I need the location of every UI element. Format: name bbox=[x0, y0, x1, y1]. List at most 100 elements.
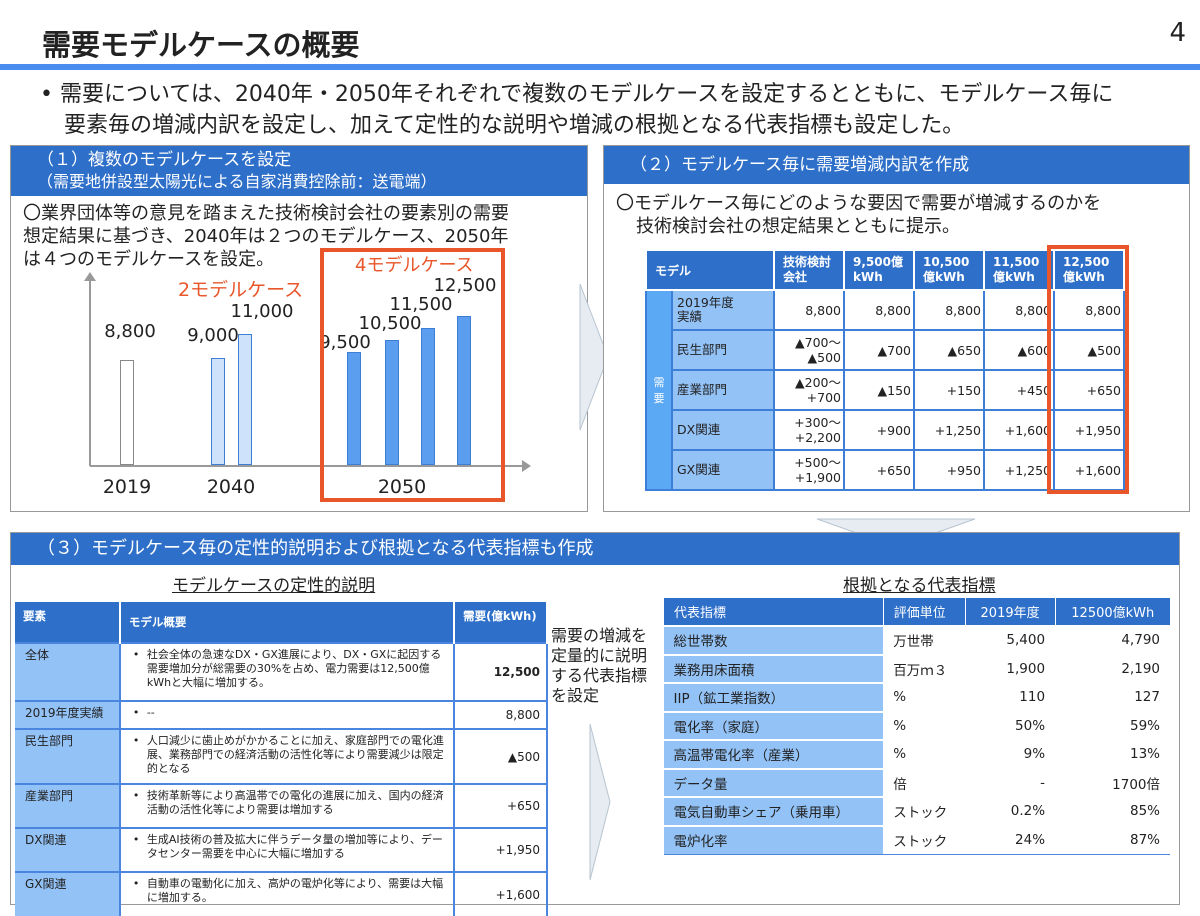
range-value: ▲700～▲500 bbox=[795, 335, 841, 365]
label-4-model-cases: 4モデルケース bbox=[355, 255, 474, 276]
row-label: 産業部門 bbox=[15, 783, 121, 828]
y-axis-arrow bbox=[84, 272, 96, 281]
demand-value: +650 bbox=[454, 783, 548, 828]
middle-text-line: を設定 bbox=[551, 686, 600, 705]
x-axis-arrow bbox=[522, 460, 531, 472]
right-table-title: 根拠となる代表指標 bbox=[843, 576, 996, 596]
bar-2019-8800 bbox=[120, 360, 134, 465]
table-header: 評価単位 bbox=[882, 598, 966, 626]
cell: 8,800 bbox=[1053, 289, 1125, 331]
table-row: DX関連 +300～+2,200 +900 +1,250 +1,600 +1,950 bbox=[646, 409, 1125, 451]
panel2-text-line: 〇モデルケース毎にどのような要因で需要が増減するのかを bbox=[616, 193, 1102, 214]
demand-value: 8,800 bbox=[454, 700, 548, 729]
table-row: 総世帯数 万世帯 5,400 4,790 bbox=[663, 625, 1170, 655]
table-header: 11,500億kWh bbox=[983, 249, 1055, 291]
page-title: 需要モデルケースの概要 bbox=[42, 28, 360, 62]
table-header: 9,500億kWh bbox=[843, 249, 915, 291]
highlight-box-2050 bbox=[320, 248, 505, 502]
bar-2050-11500 bbox=[421, 327, 435, 465]
indicator-name: 電化率（家庭） bbox=[663, 710, 884, 740]
cell: 倍 bbox=[883, 767, 966, 797]
bullet-line-2: 要素毎の増減内訳を設定し、加えて定性的な説明や増減の根拠となる代表指標も設定した… bbox=[64, 113, 965, 138]
chevron-right-icon bbox=[579, 283, 609, 431]
x-tick-label: 2019 bbox=[102, 476, 152, 498]
description-text: 自動車の電動化に加え、高炉の電炉化等により、需要は大幅に増加する。 bbox=[146, 877, 444, 904]
bar-2050-10500 bbox=[385, 339, 399, 465]
table-header: 12500億kWh bbox=[1054, 598, 1170, 626]
panel2-text: 〇モデルケース毎にどのような要因で需要が増減するのかを 技術検討会社の想定結果と… bbox=[604, 184, 1189, 238]
middle-text-line: する代表指標 bbox=[551, 666, 648, 685]
cell: 85% bbox=[1055, 796, 1170, 826]
indicator-table: 代表指標 評価単位 2019年度 12500億kWh 総世帯数 万世帯 5,400 4,790… bbox=[663, 598, 1170, 855]
table-header: 需要(億kWh) bbox=[454, 602, 548, 643]
table-row: 民生部門 ▲700～▲500 ▲700 ▲650 ▲600 ▲500 bbox=[646, 329, 1125, 371]
panel1-text: 〇業界団体等の意見を踏まえた技術検討会社の要素別の需要 想定結果に基づき、204… bbox=[11, 196, 587, 277]
row-label-text: 民生部門 bbox=[677, 342, 728, 357]
bar-value-label: 11,500 bbox=[389, 294, 453, 315]
cell: +650 bbox=[843, 449, 915, 491]
bullet-icon: • bbox=[132, 833, 140, 846]
description: • 生成AI技術の普及拡大に伴うデータ量の増加等により、データセンター需要を中心に… bbox=[119, 827, 456, 872]
middle-text: 需要の増減を 定量的に説明 する代表指標 を設定 bbox=[551, 626, 647, 706]
bar-value-label: 10,500 bbox=[358, 313, 422, 334]
page-number: 4 bbox=[1169, 18, 1186, 48]
table-header: 技術検討会社 bbox=[773, 249, 845, 291]
table-row: IIP（鉱工業指数）% 110 127 bbox=[663, 682, 1170, 712]
description: • 技術革新等により高温帯での電化の進展に加え、国内の経済活動の活性化等により需要… bbox=[119, 783, 456, 828]
panel2-title: （２）モデルケース毎に需要増減内訳を作成 bbox=[604, 146, 1189, 184]
range-value: +300～+2,200 bbox=[794, 415, 841, 445]
row-label-text: 2019年度実績 bbox=[677, 295, 734, 324]
row-label: GX関連 bbox=[15, 871, 121, 916]
indicator-name: 総世帯数 bbox=[663, 625, 884, 655]
cell: - bbox=[965, 767, 1056, 797]
header-text: 11,500億kWh bbox=[993, 255, 1040, 284]
indicator-name: IIP（鉱工業指数） bbox=[663, 682, 884, 712]
cell: % bbox=[883, 682, 966, 712]
description-text: 人口減少に歯止めがかかることに加え、家庭部門での電化進展、業務部門での経済活動の… bbox=[146, 734, 444, 775]
x-tick-label: 2050 bbox=[377, 476, 427, 498]
cell: ▲200～+700 bbox=[773, 369, 845, 411]
table-header: 10,500億kWh bbox=[913, 249, 985, 291]
cell: 1,900 bbox=[965, 653, 1056, 683]
header-text: 9,500億kWh bbox=[853, 255, 903, 284]
cell: +1,600 bbox=[983, 409, 1055, 451]
bar-value-label: 11,000 bbox=[230, 301, 294, 322]
range-value: +500～+1,900 bbox=[794, 455, 841, 485]
cell: +500～+1,900 bbox=[773, 449, 845, 491]
indicator-name: 電炉化率 bbox=[663, 824, 884, 854]
panel1-title: （１）複数のモデルケースを設定 bbox=[37, 150, 292, 170]
demand-value: +1,600 bbox=[454, 871, 548, 916]
row-label: 全体 bbox=[15, 642, 121, 701]
table-row: 電気自動車シェア（乗用車） ストック 0.2% 85% bbox=[663, 796, 1170, 826]
table-header: 要素 bbox=[15, 602, 121, 643]
cell: 2,190 bbox=[1055, 653, 1170, 683]
table-row: 業務用床面積 百万ｍ３ 1,900 2,190 bbox=[663, 653, 1170, 683]
cell: 0.2% bbox=[965, 796, 1056, 826]
table-row: データ量倍 -1700倍 bbox=[663, 767, 1170, 797]
demand-value: ▲500 bbox=[454, 728, 548, 784]
breakdown-table: モデル 技術検討会社 9,500億kWh 10,500億kWh 11,500億kWh 12… bbox=[645, 249, 1125, 491]
cell: 8,800 bbox=[843, 289, 915, 331]
cell: ストック bbox=[883, 824, 966, 854]
cell: 8,800 bbox=[913, 289, 985, 331]
row-label: DX関連 bbox=[15, 827, 121, 872]
table-header: 代表指標 bbox=[663, 598, 884, 626]
row-label-text: DX関連 bbox=[677, 422, 721, 437]
table-header: 12,500億kWh bbox=[1053, 249, 1125, 291]
middle-text-line: 需要の増減を bbox=[551, 626, 648, 645]
description-text: 技術革新等により高温帯での電化の進展に加え、国内の経済活動の活性化等により需要は… bbox=[146, 789, 444, 816]
cell: +1,250 bbox=[983, 449, 1055, 491]
cell: ストック bbox=[883, 796, 966, 826]
bar-value-label: 9,000 bbox=[187, 325, 239, 346]
middle-text-line: 定量的に説明 bbox=[551, 646, 648, 665]
bar-value-label: 12,500 bbox=[433, 275, 497, 296]
cell: +450 bbox=[983, 369, 1055, 411]
range-value: ▲200～+700 bbox=[795, 375, 841, 405]
row-label: 2019年度実績 bbox=[671, 289, 775, 331]
cell: ▲600 bbox=[983, 329, 1055, 371]
cell: ▲700 bbox=[843, 329, 915, 371]
table-row: 2019年度実績 • -- 8,800 bbox=[15, 700, 548, 729]
cell: 13% bbox=[1055, 739, 1170, 769]
bar-2050-9500 bbox=[347, 351, 361, 465]
x-axis bbox=[90, 465, 525, 467]
